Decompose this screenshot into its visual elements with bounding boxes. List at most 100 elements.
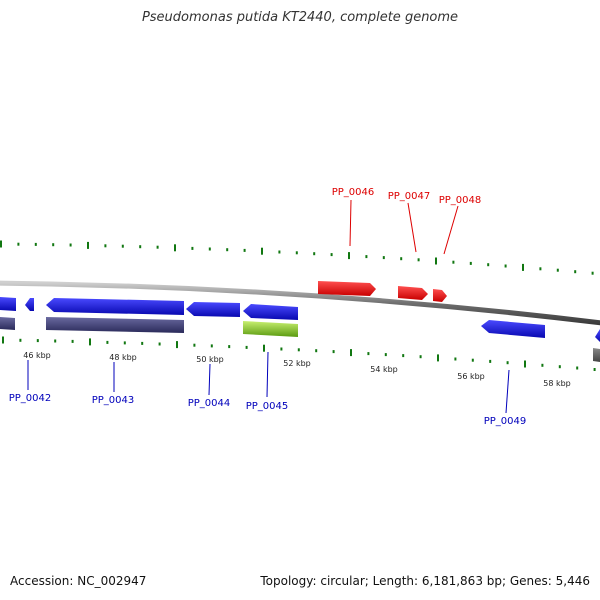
minor-tick — [452, 260, 455, 264]
forward-genes — [318, 281, 447, 302]
inner-tick-row — [2, 336, 596, 371]
minor-tick — [228, 345, 231, 349]
gene-PP_0048-arrow[interactable] — [433, 289, 447, 302]
kbp-label: 54 kbp — [370, 365, 398, 374]
minor-tick — [280, 347, 283, 351]
minor-tick — [417, 258, 420, 262]
major-tick — [437, 354, 439, 362]
minor-tick — [541, 363, 544, 367]
minor-tick — [156, 245, 159, 249]
gene-PP_0046-arrow[interactable] — [318, 281, 376, 296]
gene-partial-left-arrow[interactable] — [0, 297, 16, 311]
minor-tick — [71, 339, 74, 343]
major-tick — [263, 344, 265, 352]
minor-tick — [297, 348, 300, 352]
minor-tick — [139, 245, 142, 249]
major-tick — [2, 336, 4, 344]
minor-tick — [243, 248, 246, 252]
product-ring — [0, 317, 600, 362]
major-tick — [522, 263, 524, 271]
genome-summary-text: Topology: circular; Length: 6,181,863 bp… — [260, 574, 590, 588]
major-tick — [176, 341, 178, 349]
minor-tick — [210, 344, 213, 348]
forward-label-leaders — [349, 199, 459, 255]
minor-tick — [574, 270, 577, 274]
kbp-label: 52 kbp — [283, 359, 311, 368]
minor-tick — [400, 257, 403, 261]
product-partial-right — [593, 348, 600, 362]
kbp-labels: 46 kbp 48 kbp 50 kbp 52 kbp 54 kbp 56 kb… — [23, 351, 571, 388]
minor-tick — [193, 343, 196, 347]
product-partial-left — [0, 317, 15, 330]
gene-partial-right-arrow[interactable] — [595, 329, 600, 342]
major-tick — [348, 252, 350, 260]
major-tick — [174, 244, 176, 252]
minor-tick — [123, 341, 126, 345]
gene-PP_0045-arrow[interactable] — [243, 304, 298, 320]
minor-tick — [332, 350, 335, 354]
minor-tick — [471, 358, 474, 362]
minor-tick — [576, 366, 579, 370]
minor-tick — [367, 352, 370, 356]
minor-tick — [208, 247, 211, 251]
gene-label-PP_0045[interactable]: PP_0045 — [246, 401, 289, 412]
minor-tick — [121, 244, 124, 248]
accession-text: Accession: NC_002947 — [10, 574, 147, 588]
minor-tick — [141, 341, 144, 345]
gene-label-PP_0044[interactable]: PP_0044 — [188, 398, 231, 409]
kbp-label: 56 kbp — [457, 372, 485, 381]
minor-tick — [104, 244, 107, 248]
forward-gene-labels: PP_0046 PP_0047 PP_0048 — [332, 187, 482, 206]
gene-label-PP_0047[interactable]: PP_0047 — [388, 191, 431, 202]
minor-tick — [315, 349, 318, 353]
gene-PP_0049-arrow[interactable] — [481, 320, 545, 338]
minor-tick — [402, 354, 405, 358]
minor-tick — [17, 242, 20, 246]
gene-label-PP_0046[interactable]: PP_0046 — [332, 187, 375, 198]
minor-tick — [556, 268, 559, 272]
minor-tick — [69, 243, 72, 247]
minor-tick — [384, 353, 387, 357]
major-tick — [0, 240, 2, 248]
minor-tick — [313, 252, 316, 256]
gene-PP_0043-arrow[interactable] — [46, 298, 184, 315]
gene-label-PP_0048[interactable]: PP_0048 — [439, 195, 482, 206]
minor-tick — [226, 248, 229, 252]
minor-tick — [365, 255, 368, 259]
reverse-genes — [0, 297, 600, 342]
reverse-gene-labels: PP_0042 PP_0043 PP_0044 PP_0045 PP_0049 — [9, 393, 527, 427]
minor-tick — [593, 368, 596, 371]
minor-tick — [36, 339, 39, 343]
minor-tick — [54, 339, 57, 343]
major-tick — [261, 247, 263, 255]
minor-tick — [487, 263, 490, 267]
minor-tick — [382, 256, 385, 260]
minor-tick — [489, 359, 492, 363]
minor-tick — [591, 271, 594, 275]
genome-backbone — [0, 280, 600, 326]
minor-tick — [295, 251, 298, 255]
minor-tick — [106, 340, 109, 344]
minor-tick — [469, 261, 472, 265]
minor-tick — [539, 267, 542, 271]
kbp-label: 58 kbp — [543, 379, 571, 388]
gene-label-PP_0042[interactable]: PP_0042 — [9, 393, 52, 404]
gene-PP_0047-arrow[interactable] — [398, 286, 428, 300]
minor-tick — [19, 338, 22, 342]
major-tick — [89, 338, 91, 346]
kbp-label: 46 kbp — [23, 351, 51, 360]
gene-PP_0044-arrow[interactable] — [186, 302, 240, 317]
major-tick — [524, 360, 526, 368]
minor-tick — [506, 361, 509, 365]
minor-tick — [330, 253, 333, 257]
product-PP_0045-highlight — [243, 321, 298, 337]
gene-label-PP_0043[interactable]: PP_0043 — [92, 395, 135, 406]
outer-tick-row — [0, 240, 594, 275]
reverse-label-leaders — [27, 351, 510, 414]
major-tick — [350, 349, 352, 357]
minor-tick — [504, 264, 507, 268]
product-PP_0043 — [46, 317, 184, 333]
gene-label-PP_0049[interactable]: PP_0049 — [484, 416, 527, 427]
gene-small-arrow[interactable] — [25, 298, 34, 311]
